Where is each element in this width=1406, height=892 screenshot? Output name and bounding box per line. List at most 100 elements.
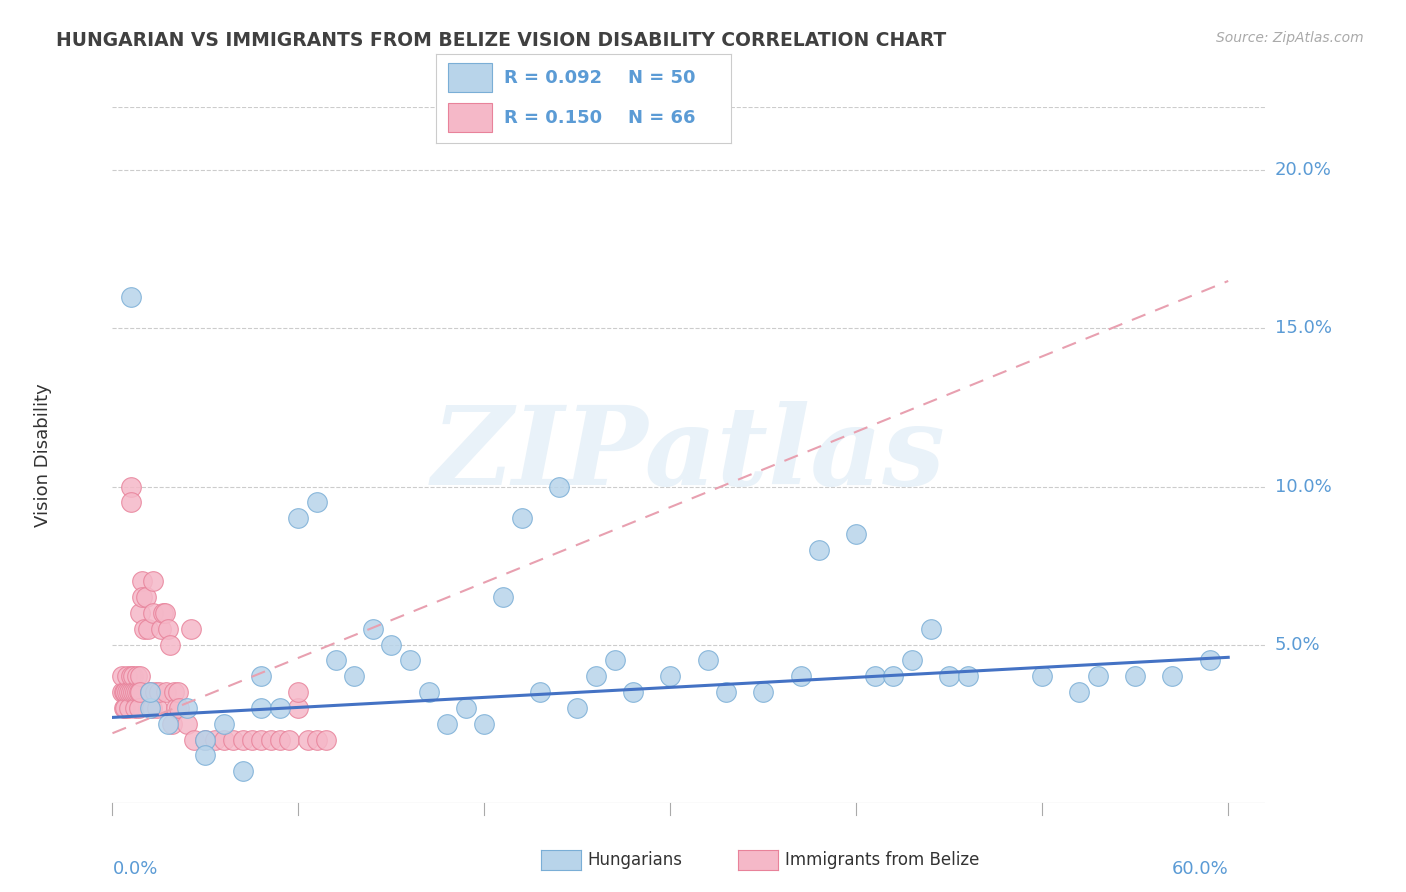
Point (112, 701, 135, 715)
Point (212, 732, 235, 747)
Point (399, 653, 422, 667)
Point (136, 622, 159, 636)
Point (1087, 669, 1109, 683)
Text: R = 0.092: R = 0.092 (503, 69, 602, 87)
Point (128, 685, 150, 699)
Point (510, 511, 533, 525)
Point (436, 716, 458, 731)
Point (956, 669, 979, 683)
Point (567, 701, 589, 715)
Point (132, 622, 155, 636)
Point (146, 701, 169, 715)
Point (176, 716, 198, 731)
Point (183, 732, 205, 747)
Point (142, 606, 165, 620)
Point (153, 606, 176, 620)
Text: 15.0%: 15.0% (1275, 319, 1331, 337)
Point (659, 669, 682, 683)
Point (315, 732, 337, 747)
Point (129, 606, 152, 620)
Point (131, 591, 153, 605)
Point (155, 685, 177, 699)
Point (1123, 669, 1146, 683)
Point (278, 732, 301, 747)
Point (269, 701, 291, 715)
Point (117, 669, 139, 683)
Bar (447, 63, 492, 92)
Point (131, 574, 153, 589)
Point (111, 685, 134, 699)
Point (454, 701, 477, 715)
Text: HUNGARIAN VS IMMIGRANTS FROM BELIZE VISION DISABILITY CORRELATION CHART: HUNGARIAN VS IMMIGRANTS FROM BELIZE VISI… (56, 31, 946, 50)
Point (114, 685, 136, 699)
Point (125, 669, 148, 683)
Point (287, 701, 309, 715)
Point (138, 685, 160, 699)
Point (120, 685, 142, 699)
Point (752, 685, 775, 699)
Point (152, 606, 174, 620)
Text: N = 50: N = 50 (627, 69, 696, 87)
Point (120, 669, 142, 683)
Point (120, 479, 142, 493)
Point (157, 716, 180, 731)
Point (585, 669, 607, 683)
Point (529, 685, 551, 699)
Point (297, 732, 319, 747)
Point (176, 701, 198, 715)
Point (380, 638, 402, 652)
Point (287, 511, 309, 525)
Point (143, 685, 166, 699)
Point (120, 495, 142, 509)
Text: Vision Disability: Vision Disability (34, 383, 52, 527)
Point (882, 669, 904, 683)
Point (808, 542, 831, 557)
Point (232, 764, 254, 779)
Point (222, 732, 245, 747)
Point (418, 685, 440, 699)
Point (269, 732, 291, 747)
Point (1161, 669, 1184, 683)
Point (129, 685, 152, 699)
Point (114, 701, 136, 715)
Point (122, 685, 145, 699)
Point (125, 685, 148, 699)
Point (128, 701, 150, 715)
Point (204, 732, 226, 747)
Point (305, 732, 328, 747)
Point (259, 732, 281, 747)
Text: 10.0%: 10.0% (1275, 477, 1331, 496)
Text: ZIPatlas: ZIPatlas (432, 401, 946, 508)
Point (124, 701, 146, 715)
Point (124, 685, 146, 699)
Text: R = 0.150: R = 0.150 (503, 109, 602, 127)
Point (149, 622, 172, 636)
Point (212, 716, 235, 731)
Point (160, 716, 183, 731)
Point (1198, 653, 1220, 667)
Point (714, 685, 737, 699)
Point (250, 669, 273, 683)
Point (845, 527, 868, 541)
Point (287, 685, 309, 699)
Point (474, 716, 496, 731)
Point (166, 685, 188, 699)
Point (118, 685, 141, 699)
Point (863, 669, 886, 683)
Text: Source: ZipAtlas.com: Source: ZipAtlas.com (1216, 31, 1364, 45)
Point (135, 591, 157, 605)
Point (325, 653, 347, 667)
Point (194, 732, 217, 747)
Point (305, 495, 328, 509)
Point (603, 653, 626, 667)
Text: Hungarians: Hungarians (588, 851, 683, 869)
Point (159, 638, 181, 652)
Point (112, 685, 135, 699)
Point (194, 732, 217, 747)
Point (148, 685, 170, 699)
Point (250, 701, 273, 715)
Point (169, 701, 191, 715)
Point (492, 591, 515, 605)
Point (1031, 669, 1053, 683)
Point (240, 732, 263, 747)
